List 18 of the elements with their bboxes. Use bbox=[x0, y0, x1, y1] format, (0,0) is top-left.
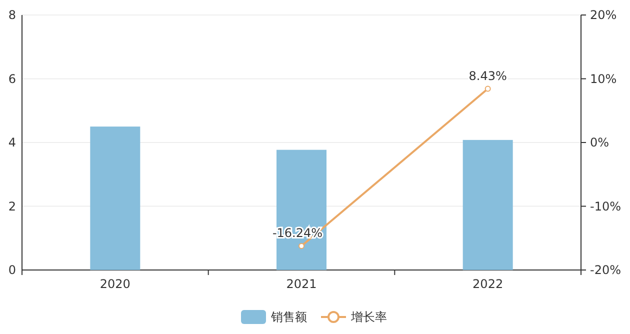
bar bbox=[90, 126, 140, 270]
y2-tick-label: 10% bbox=[590, 72, 617, 86]
bar bbox=[462, 140, 513, 270]
legend-label: 增长率 bbox=[350, 310, 387, 324]
x-tick-label: 2020 bbox=[100, 277, 130, 291]
y-tick-label: 0 bbox=[8, 263, 16, 277]
legend-label: 销售额 bbox=[270, 310, 307, 324]
y-tick-label: 8 bbox=[8, 8, 16, 22]
y2-tick-label: 0% bbox=[590, 136, 610, 150]
y-tick-label: 2 bbox=[8, 199, 16, 214]
x-tick-label: 2021 bbox=[286, 277, 317, 291]
data-label: 8.43% bbox=[468, 68, 507, 83]
y2-tick-label: 20% bbox=[590, 8, 617, 22]
x-tick-label: 2022 bbox=[472, 277, 504, 291]
y2-tick-label: -10% bbox=[590, 199, 622, 214]
y-tick-label: 4 bbox=[8, 136, 16, 150]
y2-tick-label: -20% bbox=[590, 263, 622, 277]
y-tick-label: 6 bbox=[8, 72, 16, 86]
